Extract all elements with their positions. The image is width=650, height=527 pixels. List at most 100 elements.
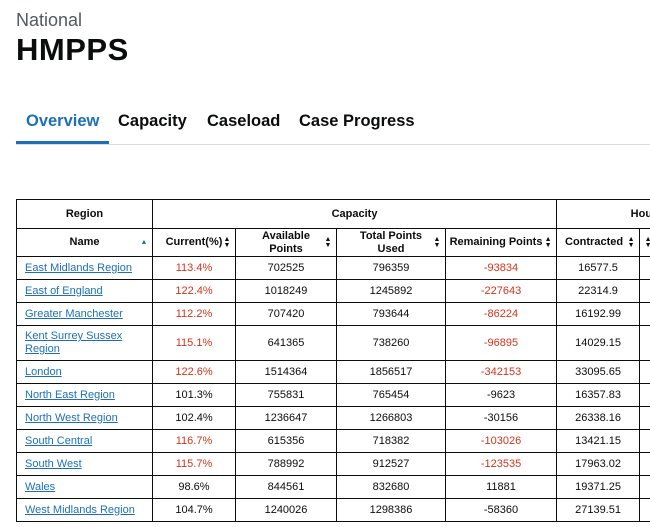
current-cell: 115.7% — [152, 452, 236, 476]
sort-icon: ▲ ▼ — [544, 235, 552, 249]
available-cell: 641365 — [235, 325, 337, 361]
region-link[interactable]: South Central — [25, 434, 93, 447]
column-header-name-label: Name — [69, 236, 100, 248]
remaining-cell: -58360 — [444, 498, 558, 522]
current-cell: 116.7% — [152, 429, 236, 453]
available-cell: 755831 — [235, 383, 337, 407]
region-link[interactable]: North West Region — [25, 411, 118, 424]
column-header-used[interactable]: Total Points Used ▲ ▼ — [336, 228, 446, 257]
region-link[interactable]: East of England — [25, 284, 103, 297]
table-row: East of England 122.4% 1018249 1245892 -2276… — [16, 279, 650, 303]
table-row: West Midlands Region 104.7% 1240026 1298386… — [16, 498, 650, 522]
region-cell: South West — [16, 452, 153, 476]
used-cell: 738260 — [336, 325, 446, 361]
tab-case-progress[interactable]: Case Progress — [299, 112, 415, 130]
current-cell: 101.3% — [152, 383, 236, 407]
group-header-region: Region — [16, 199, 153, 229]
current-cell: 115.1% — [152, 325, 236, 361]
table-row: North East Region 101.3% 755831 765454 -9623… — [16, 383, 650, 407]
next-cell — [639, 279, 650, 303]
region-cell: East of England — [16, 279, 153, 303]
region-cell: London — [16, 360, 153, 384]
used-cell: 793644 — [336, 302, 446, 326]
used-cell: 718382 — [336, 429, 446, 453]
region-cell: North East Region — [16, 383, 153, 407]
table-row: South West 115.7% 788992 912527 -123535 17963… — [16, 452, 650, 476]
sort-icon: ▲ ▼ — [324, 235, 332, 249]
region-table-container[interactable]: Region Capacity Hours Name ▲▼ Current(%)… — [16, 199, 650, 527]
next-cell — [639, 325, 650, 361]
used-cell: 1266803 — [336, 406, 446, 430]
available-cell: 1514364 — [235, 360, 337, 384]
used-cell: 1856517 — [336, 360, 446, 384]
used-cell: 832680 — [336, 475, 446, 499]
column-header-current[interactable]: Current(%) ▲ ▼ — [152, 228, 236, 257]
column-header-next[interactable]: ▲ ▼ — [639, 228, 650, 257]
available-cell: 1236647 — [235, 406, 337, 430]
region-cell: North West Region — [16, 406, 153, 430]
sort-icon: ▲ ▼ — [433, 235, 441, 249]
region-cell: West Midlands Region — [16, 498, 153, 522]
remaining-cell: -103026 — [444, 429, 558, 453]
remaining-cell: -96895 — [444, 325, 558, 361]
region-cell: South Central — [16, 429, 153, 453]
contracted-cell: 27139.51 — [556, 498, 641, 522]
sort-icon: ▲ ▼ — [644, 235, 650, 249]
used-cell: 796359 — [336, 256, 446, 280]
contracted-cell: 22314.9 — [556, 279, 641, 303]
region-link[interactable]: East Midlands Region — [25, 261, 133, 274]
table-row: Kent Surrey Sussex Region 115.1% 641365 738… — [16, 325, 650, 361]
remaining-cell: -30156 — [444, 406, 558, 430]
contracted-cell: 26338.16 — [556, 406, 641, 430]
group-header-hours: Hours — [556, 199, 650, 229]
next-cell — [639, 429, 650, 453]
column-header-used-label: Total Points Used — [359, 229, 423, 255]
next-cell — [639, 475, 650, 499]
table-row: London 122.6% 1514364 1856517 -342153 33095.6… — [16, 360, 650, 384]
available-cell: 615356 — [235, 429, 337, 453]
remaining-cell: -93834 — [444, 256, 558, 280]
current-cell: 104.7% — [152, 498, 236, 522]
current-cell: 102.4% — [152, 406, 236, 430]
column-header-remaining[interactable]: Remaining Points ▲ ▼ — [444, 228, 558, 257]
region-link[interactable]: Wales — [25, 480, 56, 493]
region-link[interactable]: Kent Surrey Sussex Region — [25, 330, 123, 355]
column-header-name[interactable]: Name ▲▼ — [16, 228, 153, 257]
column-header-available-label: Available Points — [262, 229, 310, 255]
column-header-contracted[interactable]: Contracted ▲ ▼ — [556, 228, 641, 257]
current-cell: 122.6% — [152, 360, 236, 384]
column-header-available[interactable]: Available Points ▲ ▼ — [235, 228, 337, 257]
available-cell: 1018249 — [235, 279, 337, 303]
group-header-capacity: Capacity — [151, 199, 558, 229]
region-link[interactable]: London — [25, 365, 62, 378]
tab-overview[interactable]: Overview — [15, 112, 110, 144]
current-cell: 122.4% — [152, 279, 236, 303]
available-cell: 702525 — [235, 256, 337, 280]
sort-ascending-icon: ▲▼ — [140, 238, 148, 246]
sort-icon: ▲ ▼ — [627, 235, 635, 249]
tab-list: Overview Capacity Caseload Case Progress — [15, 112, 650, 145]
next-cell — [639, 452, 650, 476]
page-title: HMPPS — [16, 32, 129, 67]
tab-capacity[interactable]: Capacity — [118, 112, 187, 130]
remaining-cell: -342153 — [444, 360, 558, 384]
available-cell: 844561 — [235, 475, 337, 499]
region-link[interactable]: South West — [25, 457, 82, 470]
region-cell: Kent Surrey Sussex Region — [16, 325, 153, 361]
contracted-cell: 16577.5 — [556, 256, 641, 280]
contracted-cell: 33095.65 — [556, 360, 641, 384]
contracted-cell: 17963.02 — [556, 452, 641, 476]
available-cell: 1240026 — [235, 498, 337, 522]
contracted-cell: 16192.99 — [556, 302, 641, 326]
remaining-cell: -9623 — [444, 383, 558, 407]
next-cell — [639, 256, 650, 280]
tab-caseload[interactable]: Caseload — [207, 112, 281, 130]
region-link[interactable]: Greater Manchester — [25, 307, 123, 320]
table-row: Greater Manchester 112.2% 707420 793644 -862… — [16, 302, 650, 326]
region-link[interactable]: West Midlands Region — [25, 503, 135, 516]
next-cell — [639, 302, 650, 326]
table-body: East Midlands Region 113.4% 702525 796359 -9… — [16, 256, 650, 522]
sort-icon: ▲ ▼ — [223, 235, 231, 249]
available-cell: 707420 — [235, 302, 337, 326]
region-link[interactable]: North East Region — [25, 388, 115, 401]
